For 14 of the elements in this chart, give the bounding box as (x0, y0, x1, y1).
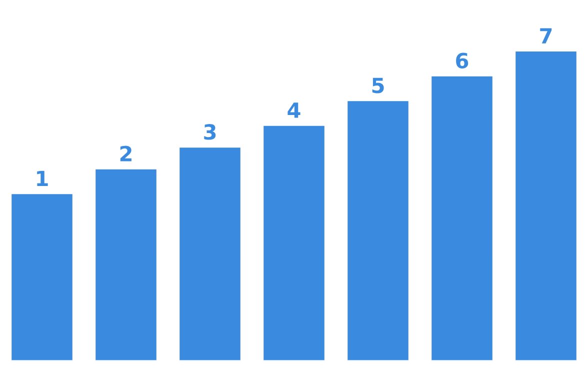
bar (514, 50, 578, 361)
x-tick-label: 6 (456, 52, 468, 69)
x-tick-label: 3 (204, 124, 216, 140)
x-tick-label: 7 (540, 28, 552, 44)
bar (178, 146, 242, 361)
x-tick-label: 1 (37, 170, 48, 186)
bar (94, 168, 158, 361)
x-tick-label: 5 (372, 78, 384, 94)
bar (262, 124, 326, 361)
x-tick-label: 2 (120, 146, 132, 162)
bar (10, 192, 74, 361)
x-tick-label: 4 (288, 102, 300, 118)
bar (346, 100, 410, 361)
bar (430, 74, 494, 361)
